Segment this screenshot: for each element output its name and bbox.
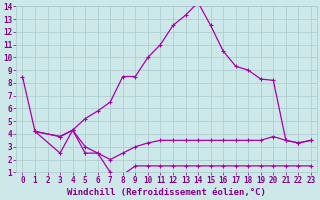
X-axis label: Windchill (Refroidissement éolien,°C): Windchill (Refroidissement éolien,°C) — [67, 188, 266, 197]
